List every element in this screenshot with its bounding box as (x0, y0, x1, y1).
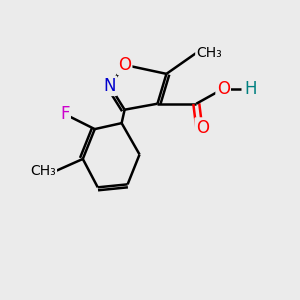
Text: O: O (118, 56, 131, 74)
Text: H: H (244, 80, 256, 98)
Text: O: O (217, 80, 230, 98)
Text: CH₃: CH₃ (196, 46, 222, 60)
Text: N: N (103, 77, 116, 95)
Text: O: O (196, 118, 209, 136)
Text: CH₃: CH₃ (30, 164, 56, 178)
Text: F: F (60, 105, 70, 123)
